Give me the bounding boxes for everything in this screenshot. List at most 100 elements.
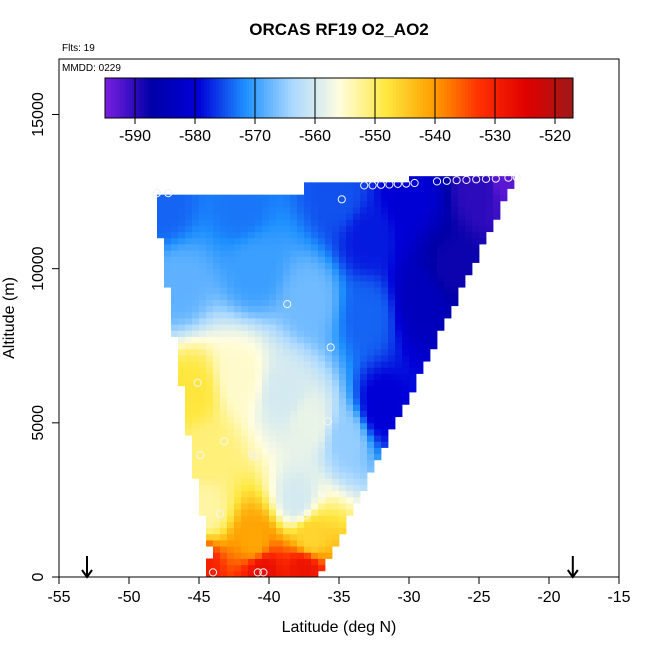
heatmap-cell [185,299,193,307]
heatmap-cell [409,237,417,245]
heatmap-cell [339,466,347,473]
heatmap-cell [409,373,417,381]
heatmap-cell [290,521,298,529]
heatmap-cell [276,484,284,492]
heatmap-cell [220,237,228,245]
heatmap-cell [325,385,333,393]
heatmap-cell [241,244,249,251]
heatmap-cell [304,392,312,399]
heatmap-cell [416,330,424,337]
heatmap-cell [206,459,214,467]
heatmap-cell [262,416,270,424]
heatmap-cell [234,299,242,307]
heatmap-cell [318,373,326,381]
heatmap-cell [290,472,298,479]
heatmap-cell [276,348,284,356]
heatmap-cell [437,262,445,270]
heatmap-cell [346,348,354,356]
heatmap-cell [192,459,200,467]
heatmap-cell [178,355,186,362]
heatmap-cell [290,527,298,535]
heatmap-cell [234,324,242,331]
heatmap-cell [339,355,347,362]
heatmap-cell [409,330,417,337]
heatmap-cell [213,490,221,498]
heatmap-cell [192,244,200,251]
heatmap-cell [332,274,340,282]
heatmap-cell [178,219,186,226]
heatmap-cell [381,188,389,196]
heatmap-cell [374,194,382,202]
observation-marker [266,444,275,454]
heatmap-cell [360,373,368,381]
heatmap-cell [220,478,228,485]
heatmap-cell [276,330,284,337]
heatmap-cell [220,416,228,424]
heatmap-cell [346,416,354,424]
heatmap-cell [304,490,312,498]
heatmap-cell [276,416,284,424]
heatmap-cell [220,194,228,202]
heatmap-cell [374,392,382,399]
heatmap-cell [269,237,277,245]
heatmap-cell [360,478,368,485]
heatmap-cell [262,422,270,430]
heatmap-cell [465,176,473,183]
heatmap-cell [395,336,403,344]
heatmap-cell [325,472,333,479]
heatmap-cell [332,194,340,202]
heatmap-cell [227,496,235,504]
heatmap-cell [262,237,270,245]
heatmap-cell [304,213,312,220]
heatmap-cell [227,293,235,300]
heatmap-cell [402,262,410,270]
heatmap-cell [283,503,291,510]
heatmap-cell [311,311,319,319]
heatmap-cell [325,435,333,442]
heatmap-cell [234,416,242,424]
heatmap-cell [311,244,319,251]
heatmap-cell [283,540,291,547]
heatmap-cell [451,262,459,270]
heatmap-cell [297,355,305,362]
heatmap-cell [262,342,270,350]
heatmap-cell [353,379,361,387]
colorbar-segment [210,78,214,118]
colorbar-segment [258,78,262,118]
heatmap-cell [472,176,480,183]
heatmap-cell [339,509,347,516]
heatmap-cell [227,459,235,467]
heatmap-cell [185,385,193,393]
heatmap-cell [409,348,417,356]
heatmap-cell [367,336,375,344]
heatmap-cell [178,200,186,208]
heatmap-cell [360,200,368,208]
heatmap-cell [241,422,249,430]
heatmap-cell [269,379,277,387]
heatmap-cell [472,213,480,220]
heatmap-cell [157,231,165,239]
heatmap-cell [339,219,347,226]
heatmap-cell [374,262,382,270]
heatmap-cell [353,182,361,189]
heatmap-cell [346,466,354,473]
heatmap-cell [486,207,494,214]
heatmap-cell [318,404,326,411]
heatmap-cell [290,490,298,498]
heatmap-cell [269,558,277,566]
heatmap-cell [388,392,396,399]
heatmap-cell [164,194,172,202]
heatmap-cell [206,237,214,245]
heatmap-cell [374,219,382,226]
observation-marker [452,176,461,185]
colorbar-segment [363,78,367,118]
heatmap-cell [269,546,277,553]
heatmap-cell [276,385,284,393]
x-tick-label: -30 [397,589,420,606]
heatmap-cell [297,552,305,559]
heatmap-cell [262,336,270,344]
heatmap-cell [297,564,305,572]
heatmap-cell [325,250,333,257]
heatmap-cell [360,422,368,430]
heatmap-cell [241,293,249,300]
